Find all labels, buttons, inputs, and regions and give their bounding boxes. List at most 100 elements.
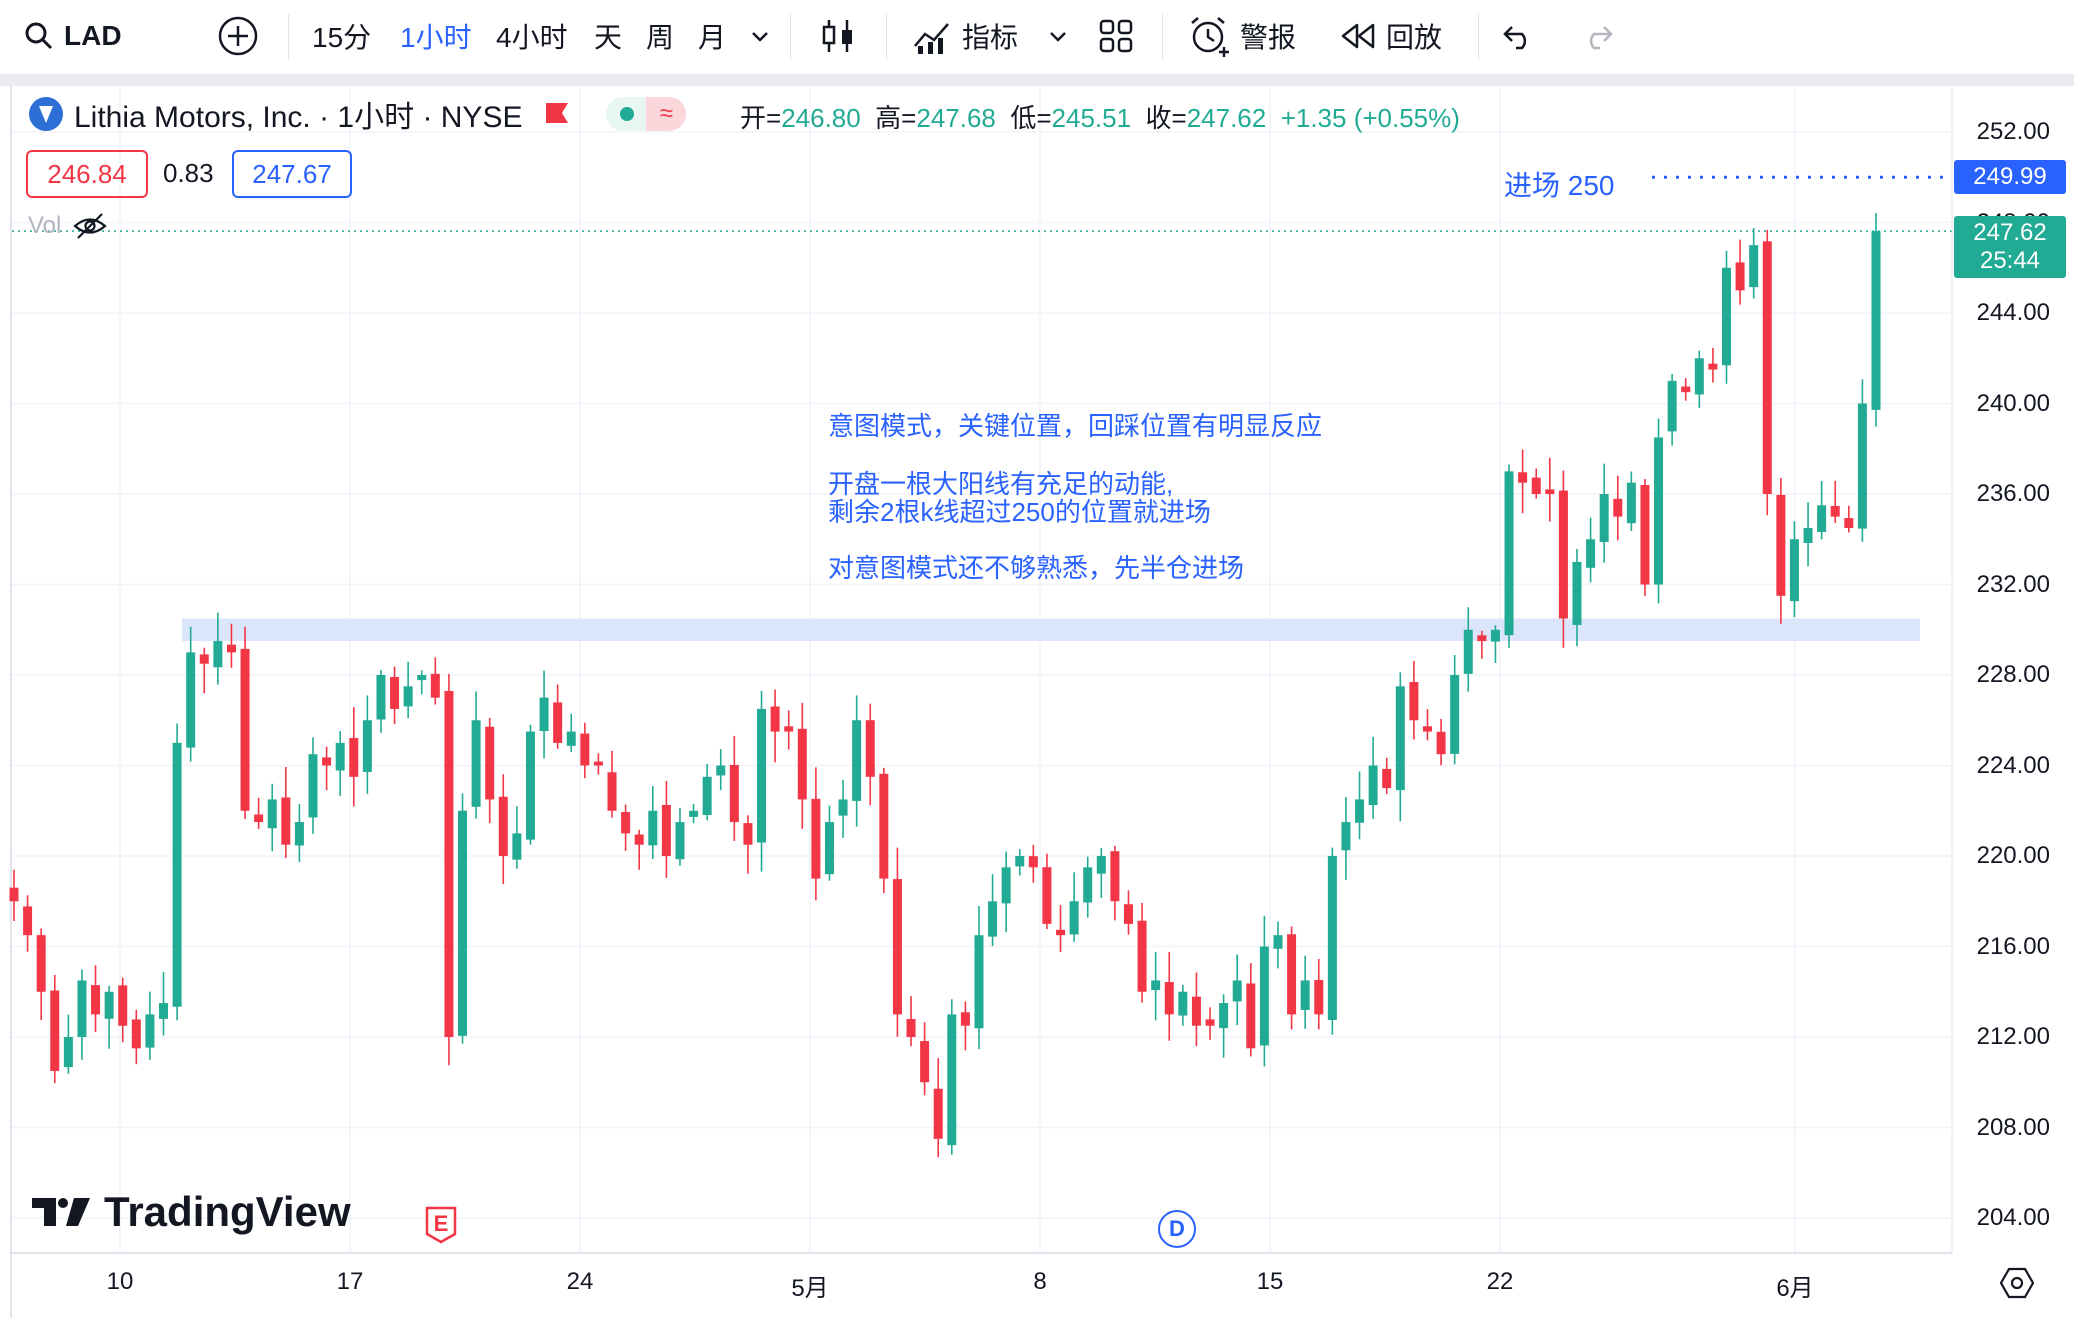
candle-up: [1219, 1003, 1229, 1029]
candle-up: [1626, 482, 1636, 524]
candle-down: [1735, 262, 1745, 291]
note-line-2[interactable]: 开盘一根大阳线有充足的动能,: [828, 469, 1174, 499]
candle-up: [512, 833, 522, 860]
candle-up: [1504, 471, 1514, 636]
interval-4h[interactable]: 4小时: [496, 22, 568, 53]
candle-up: [186, 652, 196, 748]
candle-down: [1518, 472, 1528, 483]
candle-down: [1246, 983, 1256, 1049]
replay-button[interactable]: 回放: [1340, 0, 1442, 72]
undo-button[interactable]: [1502, 0, 1536, 72]
redo-icon: [1589, 26, 1613, 50]
volume-legend[interactable]: Vol: [28, 212, 108, 240]
candle-up: [539, 697, 549, 732]
interval-1h[interactable]: 1小时: [400, 22, 472, 53]
earnings-marker-label: E: [433, 1211, 449, 1236]
interval-month[interactable]: 月: [698, 22, 727, 53]
entry-annotation[interactable]: 进场 250: [1504, 170, 1615, 201]
indicators-button[interactable]: 指标: [912, 0, 1018, 72]
candle-down: [1056, 929, 1066, 936]
candle-up: [1586, 539, 1596, 568]
interval-dropdown[interactable]: [748, 0, 772, 72]
chart-type-button[interactable]: [820, 0, 856, 72]
candle-up: [974, 935, 984, 1029]
alert-label: 警报: [1240, 22, 1297, 53]
search-icon: [25, 22, 53, 50]
candle-down: [1681, 386, 1691, 393]
chart-settings-button[interactable]: [1999, 1266, 2035, 1305]
layouts-button[interactable]: [1098, 0, 1134, 72]
candle-up: [471, 720, 481, 807]
note-line-1[interactable]: 意图模式，关键位置，回踩位置有明显反应: [828, 411, 1323, 441]
bar-countdown: 25:44: [1979, 247, 2041, 274]
time-tick-label: 24: [566, 1268, 594, 1295]
indicators-dropdown[interactable]: [1046, 0, 1070, 72]
change-value: +1.35 (+0.55%): [1280, 103, 1460, 133]
interval-week[interactable]: 周: [646, 22, 675, 53]
candle-down: [485, 726, 495, 800]
candle-up: [308, 754, 318, 818]
candle-up: [689, 810, 699, 817]
candle-up: [1368, 765, 1378, 806]
tradingview-watermark[interactable]: TradingView: [30, 1188, 351, 1236]
candle-down: [36, 935, 46, 992]
candle-up: [1450, 675, 1460, 754]
candle-up: [145, 1014, 155, 1048]
candle-down: [1110, 851, 1120, 902]
candle-down: [1314, 980, 1324, 1015]
candle-up: [1871, 231, 1881, 410]
grid-icon: [1099, 19, 1133, 53]
candle-up: [267, 799, 277, 829]
candle-down: [811, 798, 821, 879]
candle-down: [1640, 485, 1650, 585]
bid-button[interactable]: 246.84: [26, 150, 148, 198]
volume-label: Vol: [28, 212, 62, 239]
low-label: 低=: [1010, 103, 1052, 133]
candles-icon: [822, 20, 852, 52]
legend-title: Lithia Motors, Inc. · 1小时 · NYSE: [74, 101, 523, 134]
candle-up: [159, 1003, 169, 1019]
candle-down: [960, 1012, 970, 1026]
candle-down: [1545, 489, 1555, 494]
note-line-4[interactable]: 对意图模式还不够熟悉，先半仓进场: [828, 553, 1245, 583]
candle-down: [770, 706, 780, 732]
market-open-dot-icon: [620, 107, 635, 121]
candle-down: [131, 1019, 141, 1049]
toolbar-divider: [1478, 14, 1479, 60]
eye-crossed-icon[interactable]: [73, 212, 108, 240]
delayed-data-icon: ≈: [646, 97, 687, 131]
candle-up: [838, 799, 848, 816]
candle-down: [1422, 726, 1432, 732]
interval-day[interactable]: 天: [594, 22, 623, 53]
time-tick-label: 5月: [791, 1275, 829, 1302]
flag-icon[interactable]: [544, 101, 570, 127]
alert-button[interactable]: 警报: [1188, 0, 1296, 72]
price-tick-label: 236.00: [1976, 480, 2050, 507]
candle-up: [1327, 856, 1337, 1020]
candle-down: [593, 761, 603, 766]
candle-down: [621, 812, 631, 834]
price-tick-label: 224.00: [1976, 751, 2050, 779]
earnings-marker[interactable]: E: [424, 1206, 458, 1244]
add-symbol-button[interactable]: [218, 0, 258, 72]
candle-up: [824, 822, 834, 875]
close-label: 收=: [1145, 103, 1187, 133]
candle-down: [281, 797, 291, 845]
ask-button[interactable]: 247.67: [232, 150, 352, 198]
market-status-badge[interactable]: ≈: [606, 97, 687, 131]
candle-down: [444, 690, 454, 1037]
candle-up: [172, 742, 182, 1007]
candle-up: [1463, 629, 1473, 674]
candle-down: [1042, 867, 1052, 924]
candle-up: [104, 991, 114, 1019]
price-tick-label: 228.00: [1976, 661, 2050, 688]
note-line-3[interactable]: 剩余2根k线超过250的位置就进场: [828, 497, 1211, 527]
symbol-search[interactable]: LAD: [24, 0, 122, 72]
interval-15m[interactable]: 15分: [312, 22, 372, 53]
candle-down: [1613, 498, 1623, 517]
redo-button[interactable]: [1580, 0, 1614, 72]
dividend-marker[interactable]: D: [1158, 1210, 1196, 1248]
candle-up: [1654, 437, 1664, 585]
candle-up: [1341, 822, 1351, 851]
